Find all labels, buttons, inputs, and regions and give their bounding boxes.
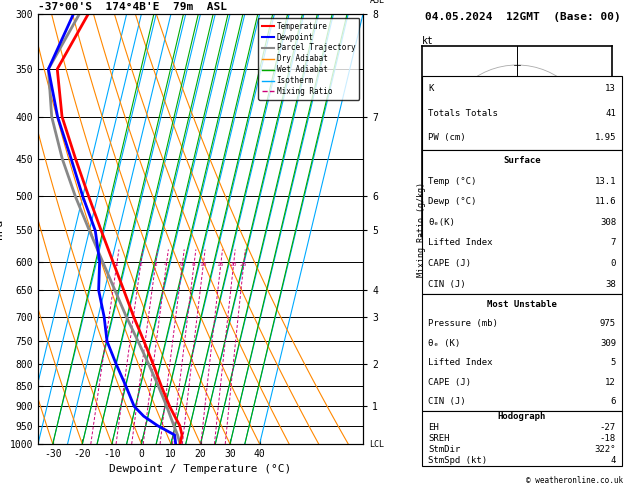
Text: SREH: SREH	[428, 434, 450, 443]
Text: 8: 8	[192, 262, 196, 267]
Text: Most Unstable: Most Unstable	[487, 300, 557, 309]
Text: CAPE (J): CAPE (J)	[428, 259, 471, 268]
Text: CIN (J): CIN (J)	[428, 397, 465, 406]
Text: 15: 15	[216, 262, 224, 267]
Bar	[422, 76, 622, 150]
Text: θₑ (K): θₑ (K)	[428, 339, 460, 347]
Text: 7: 7	[611, 238, 616, 247]
Text: 04.05.2024  12GMT  (Base: 00): 04.05.2024 12GMT (Base: 00)	[425, 12, 620, 22]
Text: 41: 41	[605, 108, 616, 118]
Text: -37°00'S  174°4B'E  79m  ASL: -37°00'S 174°4B'E 79m ASL	[38, 2, 227, 12]
Text: -18: -18	[600, 434, 616, 443]
Text: 0: 0	[611, 259, 616, 268]
Text: 13.1: 13.1	[594, 176, 616, 186]
Text: 5: 5	[611, 358, 616, 367]
Text: 13: 13	[605, 84, 616, 93]
Bar	[422, 295, 622, 412]
Text: Totals Totals: Totals Totals	[428, 108, 498, 118]
Text: 6: 6	[611, 397, 616, 406]
Text: Hodograph: Hodograph	[498, 412, 546, 421]
Text: 11.6: 11.6	[594, 197, 616, 206]
Text: 308: 308	[600, 218, 616, 227]
X-axis label: Dewpoint / Temperature (°C): Dewpoint / Temperature (°C)	[109, 465, 292, 474]
Text: 12: 12	[605, 378, 616, 387]
Text: 4: 4	[164, 262, 168, 267]
Text: StmDir: StmDir	[428, 445, 460, 454]
Text: 10: 10	[199, 262, 207, 267]
Text: Dewp (°C): Dewp (°C)	[428, 197, 476, 206]
Text: PW (cm): PW (cm)	[428, 133, 465, 142]
Text: 3: 3	[153, 262, 157, 267]
Text: 975: 975	[600, 319, 616, 328]
Y-axis label: hPa: hPa	[0, 219, 4, 239]
Text: 6: 6	[180, 262, 184, 267]
Legend: Temperature, Dewpoint, Parcel Trajectory, Dry Adiabat, Wet Adiabat, Isotherm, Mi: Temperature, Dewpoint, Parcel Trajectory…	[259, 18, 359, 100]
Text: Surface: Surface	[503, 156, 541, 165]
Text: 2: 2	[138, 262, 142, 267]
Text: 38: 38	[605, 279, 616, 289]
Text: Lifted Index: Lifted Index	[428, 238, 493, 247]
Text: CAPE (J): CAPE (J)	[428, 378, 471, 387]
Text: Lifted Index: Lifted Index	[428, 358, 493, 367]
Text: km
ASL: km ASL	[369, 0, 384, 5]
Text: 20: 20	[230, 262, 237, 267]
Text: LCL: LCL	[369, 439, 384, 449]
Text: © weatheronline.co.uk: © weatheronline.co.uk	[526, 475, 623, 485]
Bar	[422, 412, 622, 466]
Text: 25: 25	[240, 262, 247, 267]
Text: θₑ(K): θₑ(K)	[428, 218, 455, 227]
Text: Pressure (mb): Pressure (mb)	[428, 319, 498, 328]
Text: Temp (°C): Temp (°C)	[428, 176, 476, 186]
Text: 4: 4	[611, 456, 616, 465]
Text: 1: 1	[114, 262, 118, 267]
Text: -27: -27	[600, 423, 616, 432]
Text: Mixing Ratio (g/kg): Mixing Ratio (g/kg)	[417, 181, 426, 277]
Text: 1.95: 1.95	[594, 133, 616, 142]
Text: EH: EH	[428, 423, 439, 432]
Bar	[422, 150, 622, 295]
Text: 309: 309	[600, 339, 616, 347]
Text: kt: kt	[422, 36, 434, 46]
Text: 322°: 322°	[594, 445, 616, 454]
Text: CIN (J): CIN (J)	[428, 279, 465, 289]
Text: K: K	[428, 84, 433, 93]
Text: StmSpd (kt): StmSpd (kt)	[428, 456, 487, 465]
